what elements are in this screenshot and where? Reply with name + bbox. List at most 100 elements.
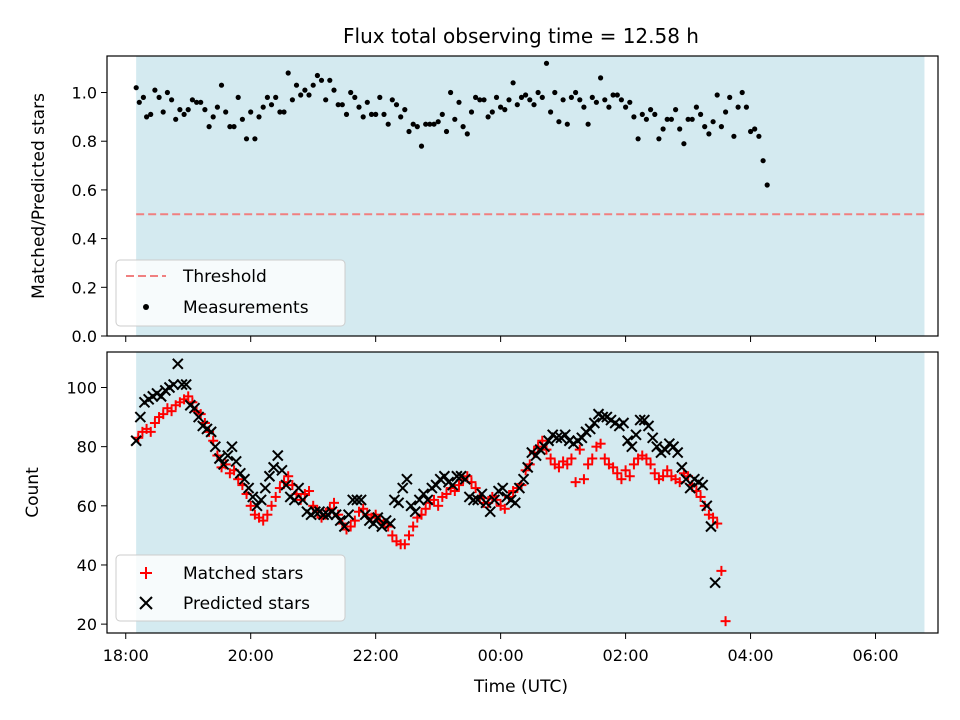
count-panel-frame (106, 351, 939, 634)
measurement-point (685, 116, 691, 122)
predicted-star-point (234, 467, 247, 479)
measurement-point (556, 119, 562, 125)
ratio-x-axis-ticks (125, 336, 877, 342)
predicted-star-point (155, 390, 167, 403)
measurement-point (539, 94, 545, 100)
measurement-point (673, 107, 679, 113)
predicted-star-point (430, 479, 442, 491)
matched-star-point (716, 565, 727, 576)
measurement-point (723, 109, 729, 115)
predicted-star-point (626, 440, 638, 453)
measurement-point (169, 97, 175, 103)
predicted-star-point (467, 494, 480, 506)
measurement-point (164, 89, 170, 96)
matched-star-point (641, 453, 652, 464)
measurement-point (144, 114, 150, 120)
predicted-legend-swatch (139, 596, 153, 610)
measurement-point (356, 104, 362, 110)
predicted-star-point (222, 449, 234, 462)
measurement-point (473, 94, 479, 100)
predicted-star-point (230, 455, 242, 468)
count-y-tick-label: 100 (66, 378, 97, 397)
matched-star-point (262, 509, 273, 520)
predicted-star-point (276, 464, 288, 477)
matched-star-point (578, 474, 589, 485)
measurement-point (464, 131, 470, 137)
measurement-point (614, 92, 620, 98)
predicted-star-point (263, 470, 276, 482)
measurement-point (281, 109, 287, 115)
predicted-star-point (484, 506, 496, 518)
measurement-point (477, 97, 483, 103)
count-y-tick-label: 80 (77, 438, 97, 457)
measurement-point (239, 116, 245, 122)
measurement-point (302, 87, 308, 93)
predicted-star-point (376, 520, 388, 533)
predicted-star-point (255, 494, 267, 506)
matched-star-point (453, 480, 464, 491)
predicted-star-point (209, 440, 222, 453)
matched-star-point (420, 503, 431, 514)
matched-star-point (566, 453, 577, 464)
matched-star-point (283, 471, 294, 482)
matched-star-point (624, 471, 635, 482)
measurement-point (298, 92, 304, 98)
predicted-star-point (226, 440, 238, 453)
predicted-star-point (238, 473, 251, 485)
predicted-star-point (247, 491, 259, 503)
measurement-point (289, 97, 295, 103)
measurement-point (335, 102, 341, 108)
predicted-star-point (667, 440, 680, 453)
measurement-point (727, 94, 733, 100)
predicted-star-point (447, 479, 459, 491)
measurement-point (743, 104, 750, 110)
predicted-star-point (701, 500, 713, 512)
predicted-star-point (684, 482, 696, 494)
predicted-star-point (659, 443, 671, 456)
matched-star-point (620, 465, 631, 476)
predicted-star-point (671, 446, 684, 459)
predicted-star-point (288, 494, 301, 506)
predicted-star-point (292, 482, 305, 494)
measurement-point (406, 128, 412, 135)
measurement-point (760, 158, 766, 164)
matched-star-point (166, 406, 177, 417)
predicted-star-point (192, 411, 205, 423)
measurement-point (218, 82, 225, 88)
threshold-legend-label: Threshold (182, 267, 267, 287)
matched-star-point (628, 459, 639, 470)
matched-star-point (662, 465, 673, 476)
predicted-legend-label: Predicted stars (183, 594, 310, 614)
measurement-point (610, 92, 616, 98)
measurement-point (273, 94, 279, 100)
predicted-star-point (634, 414, 646, 426)
measurement-point (485, 114, 491, 120)
measurement-point (202, 107, 208, 113)
predicted-star-point (359, 508, 371, 521)
predicted-star-point (297, 494, 309, 506)
predicted-star-point (413, 494, 426, 506)
measurement-point (452, 116, 458, 122)
measurement-point (593, 99, 600, 105)
predicted-star-point (488, 494, 501, 506)
ratio-panel-frame (106, 55, 939, 337)
measurement-point (714, 92, 720, 98)
measurement-point (427, 121, 433, 127)
predicted-star-point (188, 402, 201, 414)
predicted-star-point (330, 508, 342, 521)
measurement-point (568, 94, 575, 100)
measurement-point (243, 136, 250, 142)
time-x-axis-ticks: 18:00 20:00 22:00 00:00 02:00 04:00 06:00 (103, 633, 899, 665)
measurement-point (133, 85, 139, 91)
predicted-star-point (509, 497, 521, 509)
measurement-point (510, 80, 516, 86)
measurement-point (518, 94, 525, 100)
measurement-point (531, 102, 537, 108)
measurement-point (348, 89, 354, 96)
measurement-point (398, 114, 404, 120)
matched-star-point (158, 409, 169, 420)
predicted-star-point (392, 497, 405, 509)
matched-star-point (545, 453, 556, 464)
matched-star-point (349, 515, 360, 526)
measurement-point (489, 109, 495, 115)
